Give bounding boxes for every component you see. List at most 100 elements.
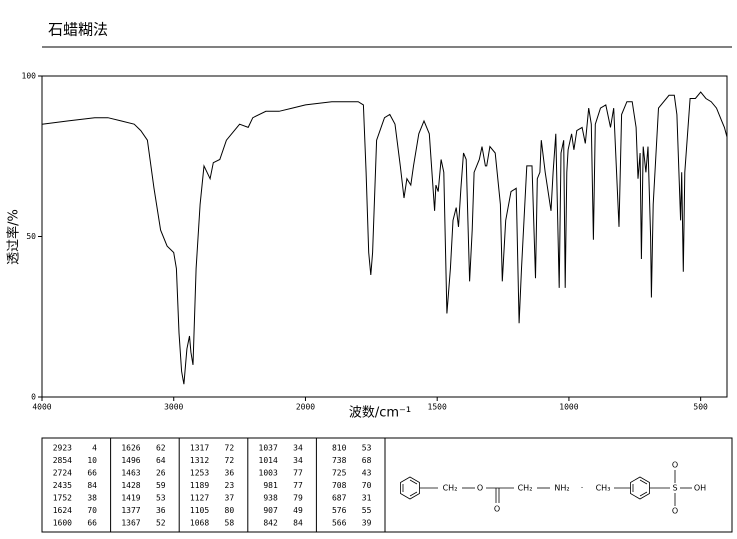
peak-transmittance: 77 xyxy=(293,481,303,490)
peak-transmittance: 53 xyxy=(362,444,372,453)
peak-wavenumber: 1105 xyxy=(190,506,209,515)
peak-transmittance: 39 xyxy=(362,519,372,528)
peak-wavenumber: 1463 xyxy=(121,469,140,478)
peak-transmittance: 62 xyxy=(156,444,166,453)
peak-transmittance: 26 xyxy=(156,469,166,478)
peak-wavenumber: 1003 xyxy=(259,469,278,478)
peak-wavenumber: 1367 xyxy=(121,519,140,528)
structure xyxy=(400,470,692,506)
peak-wavenumber: 2854 xyxy=(53,456,72,465)
peak-wavenumber: 738 xyxy=(332,456,347,465)
peak-wavenumber: 708 xyxy=(332,481,347,490)
benzene-ring xyxy=(630,476,650,500)
peak-transmittance: 4 xyxy=(92,444,97,453)
peak-transmittance: 34 xyxy=(293,456,303,465)
peak-transmittance: 77 xyxy=(293,469,303,478)
peak-transmittance: 38 xyxy=(87,494,97,503)
chart-title: 石蜡糊法 xyxy=(48,21,108,39)
peak-wavenumber: 566 xyxy=(332,519,347,528)
peak-wavenumber: 1428 xyxy=(121,481,140,490)
peak-wavenumber: 576 xyxy=(332,506,347,515)
peak-transmittance: 31 xyxy=(362,494,372,503)
peak-wavenumber: 1014 xyxy=(259,456,278,465)
x-tick-label: 1000 xyxy=(559,403,578,412)
structure-label: O xyxy=(672,461,678,470)
peak-wavenumber: 725 xyxy=(332,469,347,478)
bond xyxy=(409,479,418,485)
structure-label: CH₂ xyxy=(518,484,533,493)
structure-label: · xyxy=(581,484,584,493)
y-tick-label: 0 xyxy=(31,393,36,402)
x-tick-label: 4000 xyxy=(32,403,51,412)
peak-transmittance: 72 xyxy=(225,456,235,465)
plot-frame xyxy=(41,75,728,398)
peak-transmittance: 68 xyxy=(362,456,372,465)
peak-wavenumber: 1600 xyxy=(53,519,72,528)
peak-wavenumber: 2923 xyxy=(53,444,72,453)
peak-wavenumber: 981 xyxy=(263,481,278,490)
peak-transmittance: 72 xyxy=(225,444,235,453)
peak-transmittance: 53 xyxy=(156,494,166,503)
y-tick-label: 50 xyxy=(26,232,36,241)
x-tick-label: 3000 xyxy=(164,403,183,412)
table-frame xyxy=(41,437,733,533)
peak-transmittance: 55 xyxy=(362,506,372,515)
peak-wavenumber: 1317 xyxy=(190,444,209,453)
peak-transmittance: 52 xyxy=(156,519,166,528)
peak-wavenumber: 1752 xyxy=(53,494,72,503)
benzene-ring xyxy=(400,476,420,500)
bond xyxy=(639,479,648,485)
peak-wavenumber: 687 xyxy=(332,494,347,503)
peak-transmittance: 23 xyxy=(225,481,235,490)
peak-wavenumber: 1127 xyxy=(190,494,209,503)
peak-transmittance: 37 xyxy=(225,494,235,503)
peak-wavenumber: 1037 xyxy=(259,444,278,453)
structure-label: OH xyxy=(694,484,706,493)
structure-label: O xyxy=(494,505,500,514)
peak-transmittance: 84 xyxy=(293,519,303,528)
y-axis-label: 透过率/% xyxy=(6,209,22,265)
peak-wavenumber: 1624 xyxy=(53,506,72,515)
structure-label: O xyxy=(477,484,483,493)
peak-wavenumber: 1312 xyxy=(190,456,209,465)
x-axis-label: 波数/cm⁻¹ xyxy=(349,406,411,421)
peak-wavenumber: 1189 xyxy=(190,481,209,490)
bond xyxy=(639,491,648,497)
peak-transmittance: 80 xyxy=(225,506,235,515)
peak-transmittance: 64 xyxy=(156,456,166,465)
peak-transmittance: 10 xyxy=(87,456,97,465)
peak-transmittance: 84 xyxy=(87,481,97,490)
x-tick-label: 500 xyxy=(693,403,708,412)
peak-transmittance: 79 xyxy=(293,494,303,503)
peak-transmittance: 49 xyxy=(293,506,303,515)
peak-transmittance: 66 xyxy=(87,519,97,528)
peak-wavenumber: 2724 xyxy=(53,469,72,478)
structure-label: CH₃ xyxy=(596,484,611,493)
structure-label: S xyxy=(672,484,677,493)
peak-wavenumber: 1253 xyxy=(190,469,209,478)
peak-wavenumber: 2435 xyxy=(53,481,72,490)
x-tick-label: 2000 xyxy=(296,403,315,412)
peak-transmittance: 70 xyxy=(362,481,372,490)
peak-wavenumber: 938 xyxy=(263,494,278,503)
peak-transmittance: 36 xyxy=(225,469,235,478)
peak-transmittance: 43 xyxy=(362,469,372,478)
peak-transmittance: 59 xyxy=(156,481,166,490)
peak-transmittance: 58 xyxy=(225,519,235,528)
peak-wavenumber: 810 xyxy=(332,444,347,453)
peak-wavenumber: 1626 xyxy=(121,444,140,453)
peak-transmittance: 70 xyxy=(87,506,97,515)
peak-wavenumber: 1419 xyxy=(121,494,140,503)
y-tick-label: 100 xyxy=(22,72,37,81)
peak-transmittance: 36 xyxy=(156,506,166,515)
structure-label: CH₂ xyxy=(443,484,458,493)
structure-label: O xyxy=(672,507,678,516)
peak-wavenumber: 1496 xyxy=(121,456,140,465)
peak-wavenumber: 1377 xyxy=(121,506,140,515)
x-tick-label: 1500 xyxy=(428,403,447,412)
peak-wavenumber: 842 xyxy=(263,519,278,528)
peak-wavenumber: 907 xyxy=(263,506,278,515)
peak-wavenumber: 1068 xyxy=(190,519,209,528)
